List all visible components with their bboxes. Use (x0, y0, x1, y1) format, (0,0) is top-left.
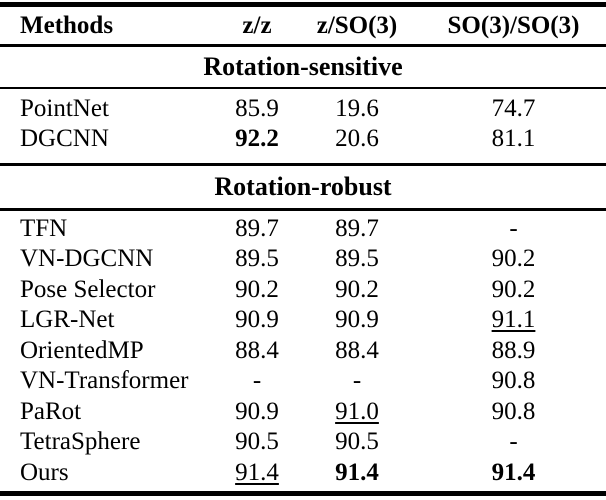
method-name: DGCNN (20, 124, 109, 152)
method-name: VN-Transformer (20, 367, 189, 395)
table-row-orientedmp: OrientedMP 88.4 88.4 88.9 (0, 335, 606, 366)
cell-so3-so3: - (509, 428, 518, 456)
cell-so3-so3: 81.1 (491, 124, 536, 152)
header-rule (0, 44, 606, 47)
cell-z-so3: 90.9 (335, 306, 379, 334)
cell-z-so3: 20.6 (335, 124, 379, 152)
method-name: OrientedMP (20, 336, 144, 364)
cell-so3-so3: 90.2 (491, 245, 536, 273)
col-header-so3-so3: SO(3)/SO(3) (447, 12, 580, 39)
cell-z-so3: 91.0 (335, 397, 379, 425)
method-name: PaRot (20, 397, 82, 425)
cell-z-z: 90.2 (235, 275, 279, 303)
cell-z-z: 90.9 (235, 306, 279, 334)
cell-z-z: 89.7 (235, 214, 279, 242)
method-name: Pose Selector (20, 275, 156, 303)
cell-so3-so3: 74.7 (491, 94, 536, 122)
rotation-robust-rows: TFN 89.7 89.7 - VN-DGCNN 89.5 89.5 90.2 … (0, 211, 606, 491)
table-row-tetrasphere: TetraSphere 90.5 90.5 - (0, 427, 606, 458)
table-row-lgr-net: LGR-Net 90.9 90.9 91.1 (0, 305, 606, 336)
section-rule-2 (0, 163, 606, 166)
cell-so3-so3: 88.9 (491, 336, 536, 364)
method-name: VN-DGCNN (20, 245, 154, 273)
rotation-sensitive-rows: PointNet 85.9 19.6 74.7 DGCNN 92.2 20.6 … (0, 89, 606, 163)
cell-z-so3: - (352, 367, 362, 395)
cell-z-so3: 91.4 (335, 458, 379, 486)
section-rule-3 (0, 208, 606, 211)
cell-z-so3: 19.6 (335, 94, 379, 122)
cell-z-z: - (252, 367, 262, 395)
cell-so3-so3: 90.8 (491, 397, 536, 425)
table-header-row: Methods z/z z/SO(3) SO(3)/SO(3) (0, 7, 606, 44)
section-title-rotation-sensitive: Rotation-sensitive (203, 52, 403, 81)
cell-z-z: 88.4 (235, 336, 279, 364)
cell-z-so3: 89.7 (335, 214, 379, 242)
cell-z-z: 90.9 (235, 397, 279, 425)
method-name: TFN (20, 214, 68, 242)
cell-so3-so3: 91.4 (491, 458, 536, 486)
method-name: PointNet (20, 94, 109, 122)
table-row-vn-dgcnn: VN-DGCNN 89.5 89.5 90.2 (0, 244, 606, 275)
cell-so3-so3: 90.2 (491, 275, 536, 303)
method-name: TetraSphere (20, 428, 141, 456)
table-row-dgcnn: DGCNN 92.2 20.6 81.1 (0, 123, 606, 153)
cell-z-z: 89.5 (235, 245, 279, 273)
cell-so3-so3: - (509, 214, 518, 242)
col-header-z-so3: z/SO(3) (316, 12, 398, 39)
table-row-ours: Ours 91.4 91.4 91.4 (0, 457, 606, 488)
bottom-rule (0, 490, 606, 496)
table-row-vn-transformer: VN-Transformer - - 90.8 (0, 366, 606, 397)
cell-z-so3: 90.5 (335, 428, 379, 456)
method-name: Ours (20, 458, 69, 486)
col-header-z-z: z/z (242, 12, 272, 39)
cell-z-so3: 90.2 (335, 275, 379, 303)
section-rule-1 (0, 87, 606, 89)
cell-z-so3: 89.5 (335, 245, 379, 273)
method-name: LGR-Net (20, 306, 115, 334)
cell-z-z: 91.4 (235, 458, 279, 486)
table-row-tfn: TFN 89.7 89.7 - (0, 213, 606, 244)
cell-z-z: 92.2 (235, 124, 279, 152)
table-row-pose-selector: Pose Selector 90.2 90.2 90.2 (0, 274, 606, 305)
table-row-pointnet: PointNet 85.9 19.6 74.7 (0, 93, 606, 123)
cell-so3-so3: 90.8 (491, 367, 536, 395)
cell-z-so3: 88.4 (335, 336, 379, 364)
cell-so3-so3: 91.1 (491, 306, 536, 334)
cell-z-z: 90.5 (235, 428, 279, 456)
cell-z-z: 85.9 (235, 94, 279, 122)
table-row-parot: PaRot 90.9 91.0 90.8 (0, 396, 606, 427)
section-title-rotation-robust: Rotation-robust (214, 172, 392, 201)
top-rule (0, 2, 606, 7)
col-header-methods: Methods (20, 12, 114, 39)
